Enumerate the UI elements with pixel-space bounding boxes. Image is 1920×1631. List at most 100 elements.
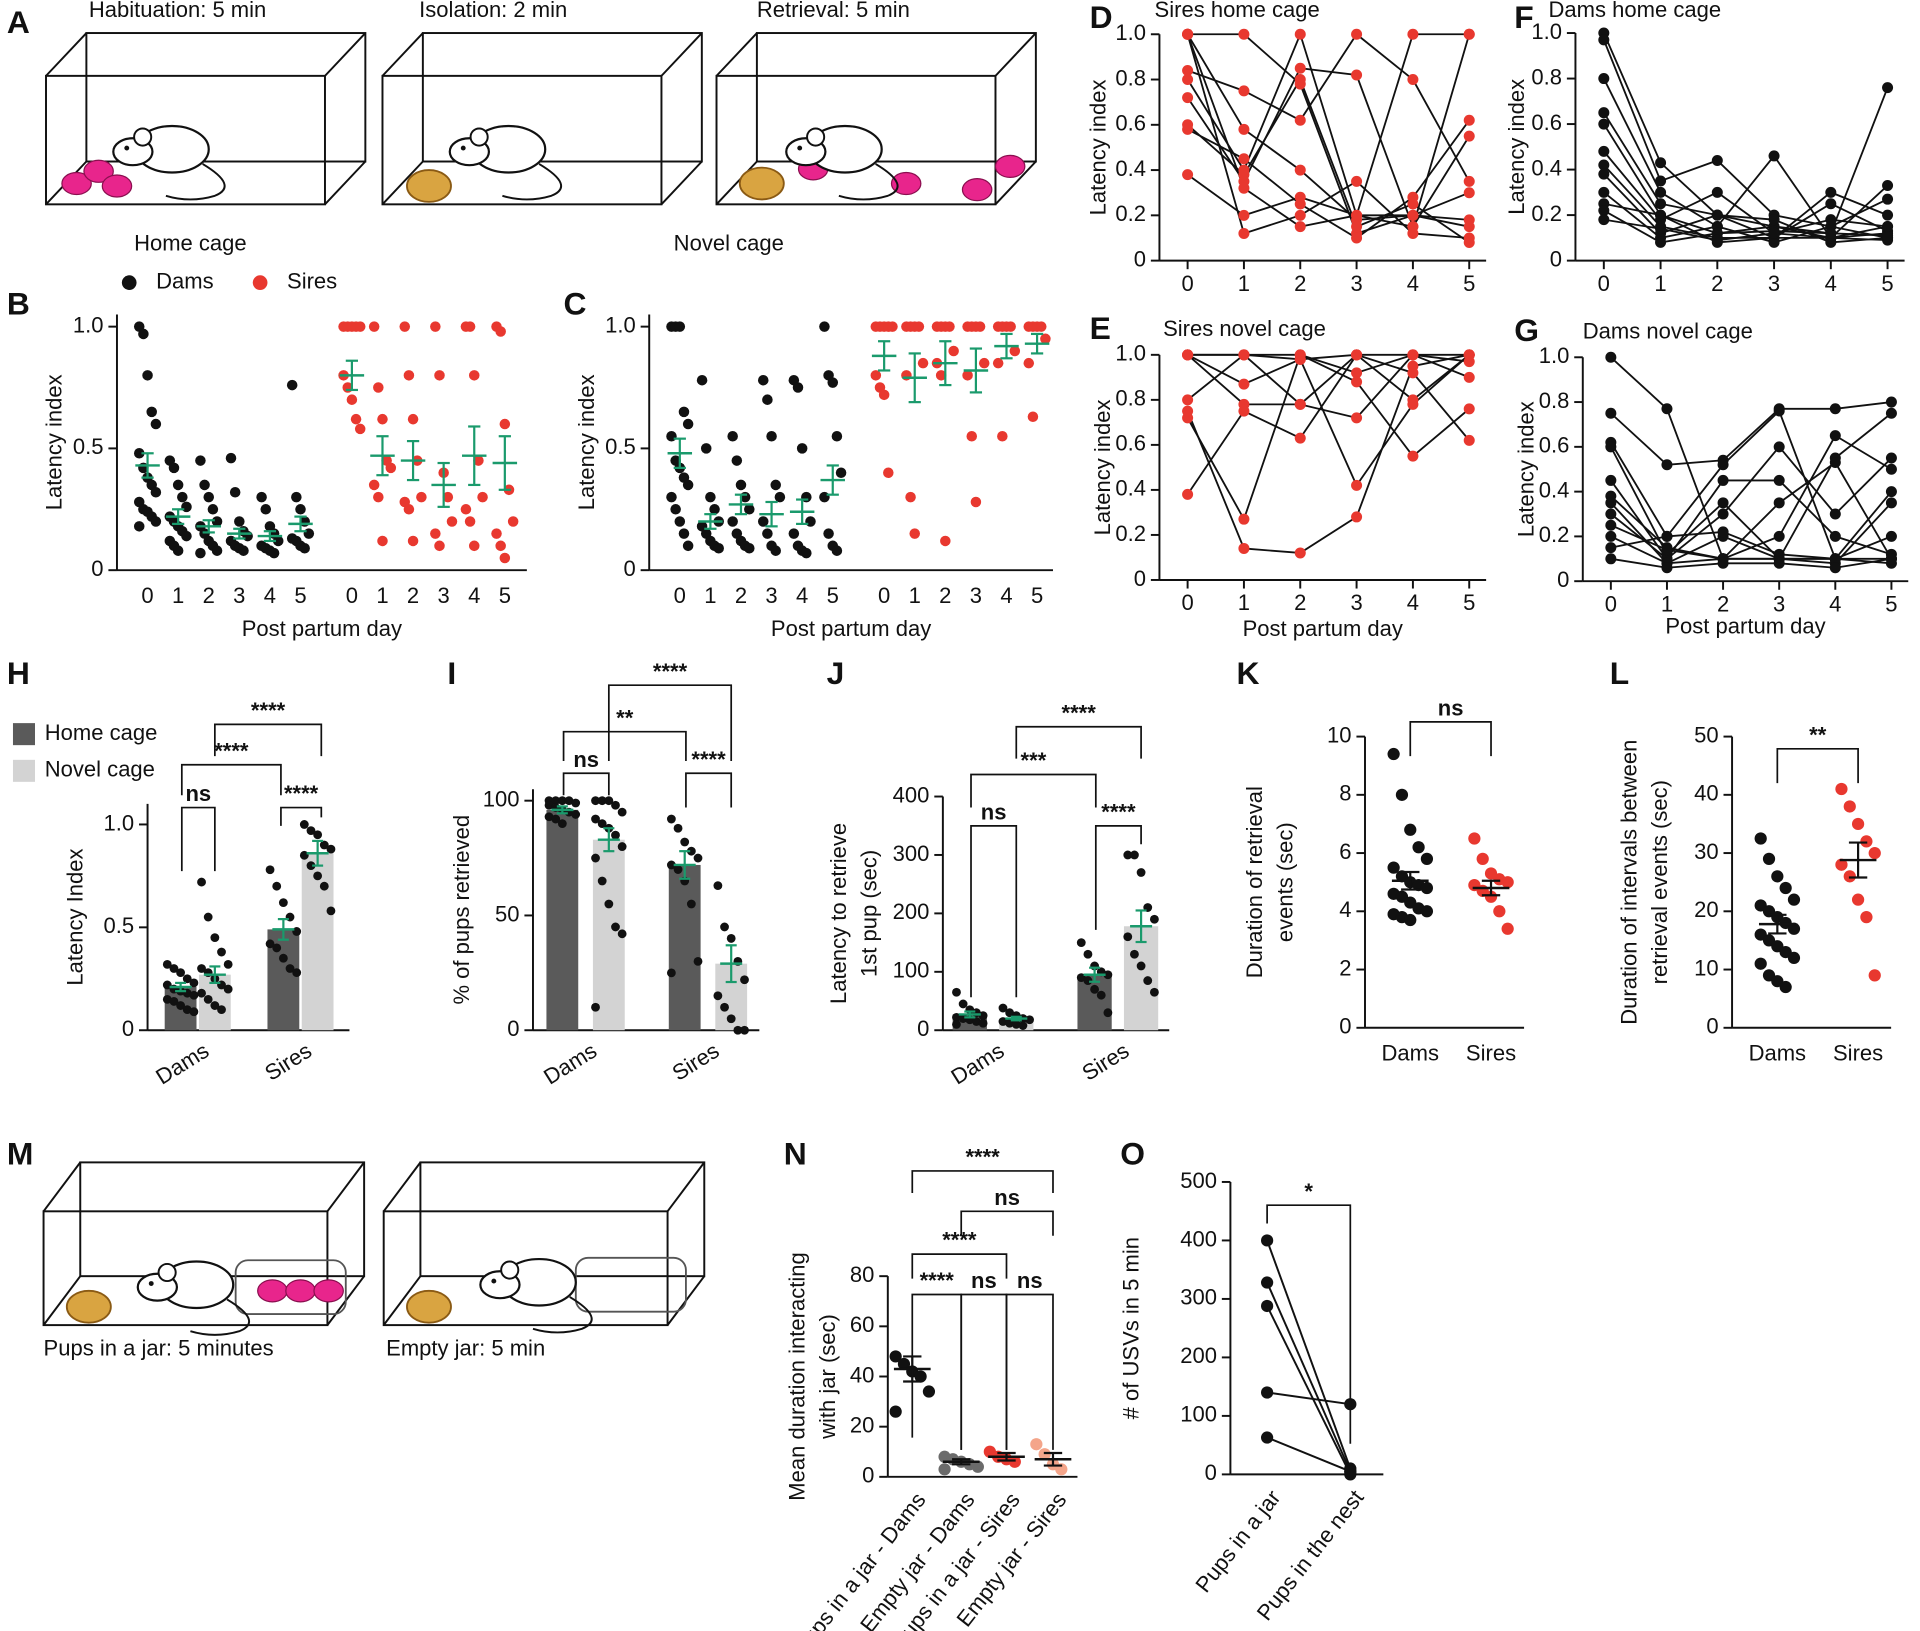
data-point [285, 964, 295, 973]
significance-bracket [180, 763, 282, 796]
data-point [1787, 922, 1801, 935]
data-point [1182, 64, 1194, 76]
data-point [819, 321, 830, 332]
y-tick-label: 0 [91, 556, 103, 581]
data-point [935, 370, 947, 381]
data-point [897, 1357, 911, 1371]
data-point [952, 987, 961, 997]
series-line [1610, 409, 1892, 560]
x-axis-label: Post partum day [771, 616, 931, 641]
data-point [286, 379, 298, 391]
data-point [1829, 430, 1841, 442]
data-point [1860, 911, 1873, 924]
y-tick-label: 1.0 [1531, 19, 1562, 44]
data-point [992, 357, 1004, 369]
cage-front [715, 74, 997, 206]
legend-marker [252, 275, 268, 290]
y-tick-label: 100 [893, 958, 930, 983]
data-point [917, 357, 929, 369]
data-point [346, 394, 358, 405]
data-point [1882, 193, 1894, 205]
data-point [172, 545, 184, 556]
data-point [1182, 405, 1194, 417]
significance-label: **** [653, 659, 688, 684]
significance-label: ns [1438, 695, 1464, 720]
data-point [1018, 1021, 1028, 1030]
data-point [495, 540, 506, 552]
data-point [709, 504, 720, 515]
data-point [1754, 957, 1767, 970]
data-point [1851, 893, 1865, 906]
cage-edge [994, 160, 1037, 206]
series-line [1186, 34, 1470, 239]
x-tick-label: Dams [1749, 1041, 1807, 1066]
data-point [168, 462, 180, 474]
y-tick-label: 0.4 [1539, 477, 1570, 502]
data-point [495, 326, 506, 337]
data-point [670, 504, 681, 515]
data-point [299, 850, 309, 860]
significance-bracket [1266, 1204, 1352, 1444]
data-point [203, 491, 214, 503]
panel-caption: Isolation: 2 min [419, 0, 567, 22]
data-point [1605, 497, 1617, 509]
data-point [150, 516, 162, 527]
data-point [1009, 345, 1021, 357]
x-tick-label: Sires [260, 1038, 316, 1086]
data-point [177, 491, 188, 503]
x-tick-label: 2 [1294, 271, 1306, 296]
data-point [189, 978, 199, 988]
x-tick-label: 4 [264, 583, 276, 608]
data-point [1661, 562, 1673, 574]
data-point [693, 853, 703, 863]
data-point [1025, 1015, 1035, 1025]
data-point [1238, 169, 1250, 181]
data-point [801, 547, 812, 559]
data-point [1035, 321, 1047, 332]
significance-bracket [562, 730, 687, 762]
series-line [1603, 218, 1888, 242]
data-point [1843, 870, 1856, 883]
data-point [1787, 951, 1801, 965]
cage-back [419, 1161, 706, 1278]
data-point [1843, 800, 1856, 813]
data-point [591, 1002, 600, 1012]
x-tick-label: 0 [141, 583, 153, 608]
data-point [766, 430, 777, 442]
data-point [1655, 186, 1667, 198]
data-point [295, 504, 306, 515]
data-point [306, 826, 316, 836]
data-point [1351, 412, 1363, 424]
data-point [1501, 876, 1514, 889]
y-tick-label: 0 [1557, 567, 1569, 592]
data-point [1825, 198, 1837, 210]
data-point [1661, 544, 1673, 556]
data-point [1103, 970, 1113, 980]
x-tick-label: Sires [1466, 1041, 1516, 1066]
significance-bracket [911, 1253, 1008, 1279]
data-point [1238, 85, 1250, 97]
x-axis-label: Post partum day [1243, 616, 1403, 641]
data-point [883, 467, 894, 479]
data-point [1768, 214, 1780, 226]
mouse-ear [157, 1262, 177, 1283]
data-point [878, 389, 890, 401]
y-tick-label: 0.6 [1115, 431, 1146, 456]
data-point [819, 491, 830, 503]
y-tick-label: 0 [1339, 1014, 1351, 1039]
y-tick-label: 0 [1706, 1014, 1718, 1039]
data-point [1882, 230, 1894, 242]
data-point [150, 418, 162, 430]
data-point [1182, 394, 1194, 406]
data-point [914, 1370, 927, 1383]
data-point [597, 796, 607, 806]
mouse-eye [797, 145, 803, 151]
series-line [1187, 33, 1470, 235]
data-point [1711, 154, 1723, 166]
data-point [1484, 890, 1498, 903]
data-point [726, 1014, 736, 1024]
data-point [733, 1025, 743, 1035]
significance-label: **** [284, 781, 319, 806]
panel-letter: L [1610, 655, 1629, 691]
data-point [169, 964, 179, 973]
